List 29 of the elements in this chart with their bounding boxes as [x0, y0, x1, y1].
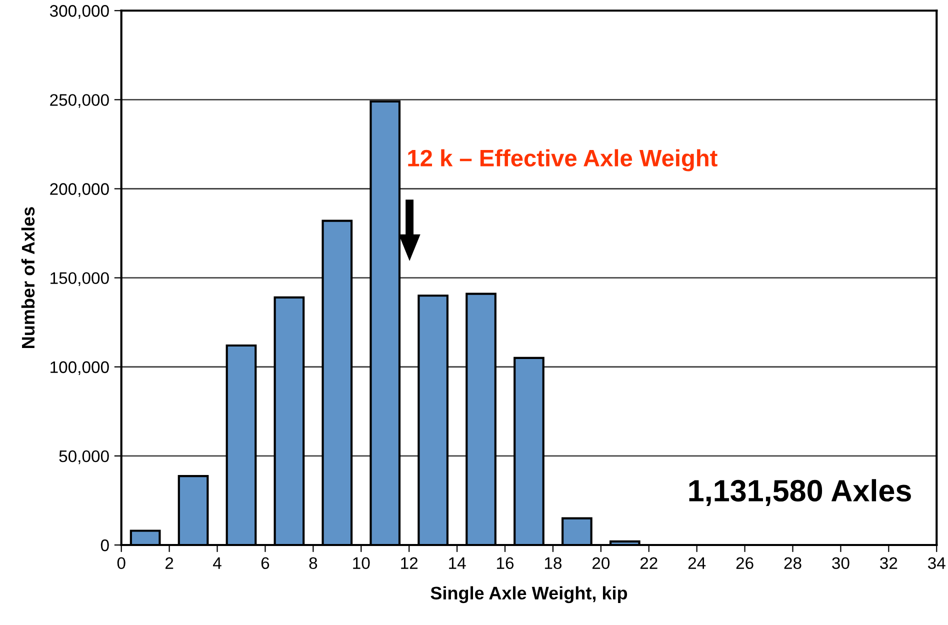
x-tick-label: 28: [784, 557, 802, 570]
x-tick-label: 34: [928, 557, 946, 570]
x-tick-label: 22: [640, 557, 658, 569]
y-tick-label: 100,000: [50, 361, 109, 376]
annotation: 12 k – Effective Axle Weight: [408, 149, 718, 172]
x-tick-label: 14: [449, 557, 466, 569]
x-tick-label: 2: [166, 557, 174, 569]
x-tick-label: 20: [592, 557, 610, 570]
x-tick-label: 12: [401, 557, 418, 569]
x-tick-label: 16: [497, 557, 514, 570]
x-tick-label: 10: [353, 557, 370, 570]
y-axis-title: Number of Axles: [21, 207, 35, 348]
y-tick-label: 300,000: [50, 5, 109, 19]
x-tick-label: 24: [688, 557, 706, 569]
x-tick-label: 0: [117, 557, 126, 570]
x-tick-label: 32: [880, 557, 898, 570]
x-axis-title: Single Axle Weight, kip: [430, 586, 628, 604]
x-tick-label: 26: [736, 557, 754, 570]
x-tick-label: 6: [261, 557, 270, 570]
annotation: 1,131,580 Axles: [689, 479, 911, 506]
x-tick-label: 8: [309, 557, 318, 570]
x-tick-label: 30: [832, 557, 850, 570]
y-tick-label: 50,000: [59, 450, 109, 464]
y-tick-label: 0: [100, 539, 109, 552]
y-tick-label: 150,000: [50, 272, 109, 286]
x-tick-label: 18: [544, 557, 562, 570]
y-tick-label: 200,000: [50, 183, 109, 197]
y-tick-label: 250,000: [50, 94, 109, 108]
x-tick-label: 4: [213, 557, 222, 569]
